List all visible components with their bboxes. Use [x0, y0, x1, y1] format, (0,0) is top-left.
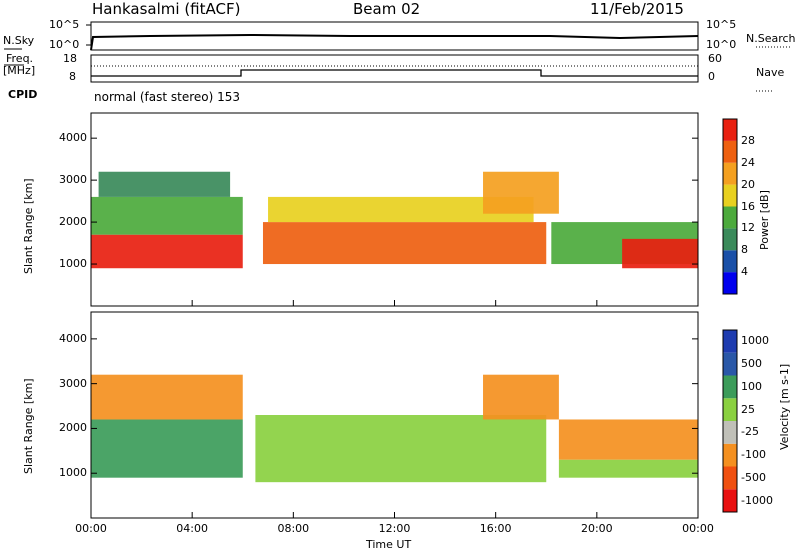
x-axis-label: Time UT — [366, 538, 412, 551]
velocity-colorbar-tick-4: -25 — [741, 425, 759, 439]
velocity-region-3 — [483, 374, 559, 420]
velocity-region-4 — [558, 419, 698, 460]
power-ytick-label-2: 3000 — [59, 173, 87, 187]
velocity-colorbar-tick-3: 25 — [741, 402, 755, 416]
power-colorbar-tick-5: 24 — [741, 155, 755, 169]
freq-left-tick-label-top: 18 — [63, 52, 77, 65]
velocity-data-layer — [91, 374, 698, 483]
x-tick-label-3: 12:00 — [378, 522, 411, 535]
axis-ticks — [90, 137, 699, 518]
station-title: Hankasalmi (fitACF) — [92, 0, 241, 18]
velocity-colorbar-segment-6 — [723, 352, 737, 376]
velocity-colorbar-label: Velocity [m s-1] — [778, 363, 791, 450]
power-ytick-label-3: 4000 — [59, 131, 87, 145]
freq-panel-frame — [90, 54, 699, 83]
velocity-colorbar-tick-2: 100 — [741, 379, 762, 393]
x-tick-label-2: 08:00 — [277, 522, 310, 535]
power-data-layer — [91, 171, 698, 269]
nsky-left-tick-label-bottom: 10^0 — [49, 38, 80, 51]
power-colorbar-segment-0 — [723, 272, 737, 294]
x-tick-label-6: 00:00 — [682, 522, 714, 535]
velocity-colorbar-segment-2 — [723, 443, 737, 467]
nave-label: Nave — [756, 66, 785, 79]
velocity-region-1 — [91, 374, 243, 420]
velocity-colorbar-tick-1: 500 — [741, 357, 762, 371]
nsky-left-tick-label-top: 10^5 — [49, 18, 80, 31]
nsearch-right-tick-label-top: 10^5 — [706, 18, 737, 31]
velocity-colorbar-tick-6: -500 — [741, 470, 766, 484]
power-colorbar-segment-4 — [723, 184, 737, 207]
power-region-7 — [622, 238, 698, 269]
power-region-5 — [483, 171, 559, 214]
velocity-ytick-label-2: 3000 — [59, 376, 87, 390]
velocity-colorbar — [722, 329, 738, 513]
power-colorbar-tick-0: 4 — [741, 265, 748, 279]
power-colorbar-label: Power [dB] — [758, 190, 771, 250]
power-colorbar-tick-6: 28 — [741, 133, 755, 147]
velocity-colorbar-segment-7 — [723, 330, 737, 353]
x-tick-label-4: 16:00 — [479, 522, 512, 535]
power-colorbar-segment-6 — [723, 140, 737, 163]
nsky-label: N.Sky — [3, 34, 35, 47]
power-ylabel: Slant Range [km] — [22, 178, 35, 274]
freq-label-line1: Freq. — [6, 52, 34, 65]
velocity-colorbar-segment-1 — [723, 466, 737, 490]
freq-label-line2: [MHz] — [3, 64, 36, 77]
velocity-colorbar-segment-0 — [723, 489, 737, 512]
power-region-1 — [91, 196, 243, 235]
x-tick-label-1: 04:00 — [176, 522, 209, 535]
nave-right-tick-label-top: 60 — [708, 52, 722, 65]
velocity-colorbar-tick-7: -1000 — [741, 493, 773, 507]
power-colorbar-segment-3 — [723, 206, 737, 229]
velocity-ytick-label-3: 4000 — [59, 331, 87, 345]
x-tick-label-0: 00:00 — [75, 522, 107, 535]
power-region-2 — [98, 171, 231, 197]
velocity-ytick-label-1: 2000 — [59, 421, 87, 435]
power-colorbar-segment-2 — [723, 228, 737, 251]
cpid-text: normal (fast stereo) 153 — [94, 90, 241, 104]
power-colorbar-tick-4: 20 — [741, 177, 755, 191]
power-region-3 — [262, 222, 547, 265]
power-colorbar-segment-7 — [723, 119, 737, 141]
power-ytick-label-1: 2000 — [59, 215, 87, 229]
velocity-region-0 — [91, 419, 243, 478]
nsearch-label: N.Search — [746, 32, 796, 45]
velocity-colorbar-tick-5: -100 — [741, 448, 766, 462]
cpid-label: CPID — [8, 88, 38, 101]
power-colorbar-segment-5 — [723, 162, 737, 185]
nave-right-tick-label-bottom: 0 — [708, 70, 715, 83]
velocity-ytick-label-0: 1000 — [59, 466, 87, 480]
power-colorbar-tick-3: 16 — [741, 199, 755, 213]
nsky-trace — [90, 33, 699, 51]
freq-left-tick-label-bottom: 8 — [69, 70, 76, 83]
power-colorbar-tick-2: 12 — [741, 221, 755, 235]
nave-trace — [91, 69, 698, 77]
velocity-colorbar-segment-4 — [723, 398, 737, 421]
velocity-region-2 — [255, 415, 547, 483]
power-ytick-label-0: 1000 — [59, 257, 87, 271]
velocity-ylabel: Slant Range [km] — [22, 378, 35, 474]
beam-title: Beam 02 — [353, 0, 421, 18]
velocity-colorbar-tick-0: 1000 — [741, 334, 769, 348]
power-colorbar-tick-1: 8 — [741, 243, 748, 257]
power-colorbar — [722, 118, 738, 295]
power-region-0 — [91, 234, 243, 269]
velocity-colorbar-segment-5 — [723, 375, 737, 399]
velocity-region-5 — [558, 459, 698, 478]
velocity-colorbar-frame — [722, 329, 738, 513]
nsearch-right-tick-label-bottom: 10^0 — [706, 38, 737, 51]
power-colorbar-frame — [722, 118, 738, 295]
power-colorbar-segment-1 — [723, 250, 737, 273]
date-title: 11/Feb/2015 — [590, 0, 684, 18]
velocity-colorbar-segment-3 — [723, 421, 737, 444]
x-tick-label-5: 20:00 — [580, 522, 613, 535]
